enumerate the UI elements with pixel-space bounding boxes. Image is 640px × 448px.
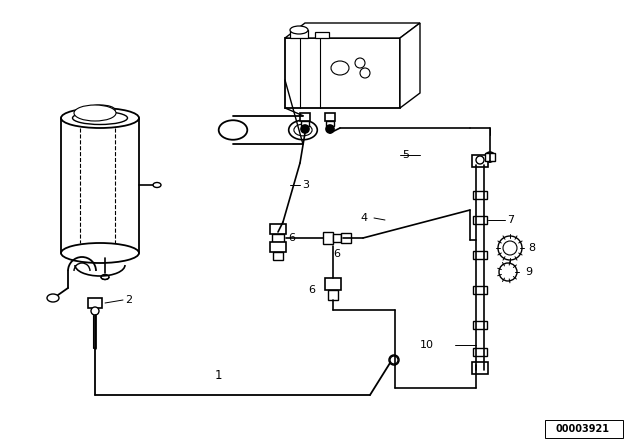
Circle shape	[389, 355, 399, 365]
Text: 3: 3	[302, 180, 309, 190]
Bar	[472, 155, 488, 167]
Polygon shape	[400, 23, 420, 108]
Ellipse shape	[85, 105, 115, 115]
Bar	[341, 233, 351, 243]
Ellipse shape	[290, 26, 308, 34]
Ellipse shape	[294, 124, 312, 136]
Bar	[325, 278, 341, 290]
Text: 8: 8	[528, 243, 535, 253]
Bar	[270, 224, 286, 234]
Bar	[472, 362, 488, 374]
Bar	[325, 113, 335, 121]
Circle shape	[91, 307, 99, 315]
Bar	[290, 30, 308, 38]
Bar	[473, 191, 487, 199]
Bar	[272, 234, 284, 242]
Bar	[473, 348, 487, 356]
Ellipse shape	[289, 120, 317, 140]
Text: 10: 10	[420, 340, 434, 350]
Bar	[473, 286, 487, 294]
Text: 9: 9	[525, 267, 532, 277]
Circle shape	[498, 236, 522, 260]
Polygon shape	[285, 23, 420, 38]
Text: 00003921: 00003921	[556, 424, 610, 434]
Bar	[326, 121, 334, 126]
Bar	[88, 298, 102, 308]
Ellipse shape	[74, 105, 116, 121]
Ellipse shape	[61, 243, 139, 263]
Ellipse shape	[72, 112, 127, 125]
Bar	[545, 420, 623, 438]
Bar	[473, 251, 487, 259]
Circle shape	[301, 125, 309, 133]
Bar	[301, 121, 309, 126]
Circle shape	[485, 152, 495, 162]
Text: 7: 7	[507, 215, 514, 225]
Bar	[300, 113, 310, 121]
Bar	[333, 234, 341, 242]
Bar	[323, 232, 333, 244]
Text: 2: 2	[125, 295, 132, 305]
Circle shape	[503, 241, 517, 255]
Bar	[315, 32, 329, 38]
Text: 6: 6	[308, 285, 315, 295]
Bar	[328, 290, 338, 300]
Text: 1: 1	[215, 369, 223, 382]
Bar	[270, 242, 286, 252]
Text: 4: 4	[360, 213, 367, 223]
Bar	[485, 153, 495, 161]
Circle shape	[499, 263, 517, 281]
Circle shape	[326, 125, 334, 133]
Bar	[273, 252, 283, 260]
Text: 6: 6	[333, 249, 340, 259]
Bar	[473, 321, 487, 329]
Ellipse shape	[61, 108, 139, 128]
Circle shape	[390, 356, 398, 364]
Ellipse shape	[219, 120, 247, 140]
Text: 5: 5	[402, 150, 409, 160]
Bar	[473, 216, 487, 224]
Text: 6: 6	[288, 233, 295, 243]
Circle shape	[476, 156, 484, 164]
Bar	[285, 38, 400, 108]
